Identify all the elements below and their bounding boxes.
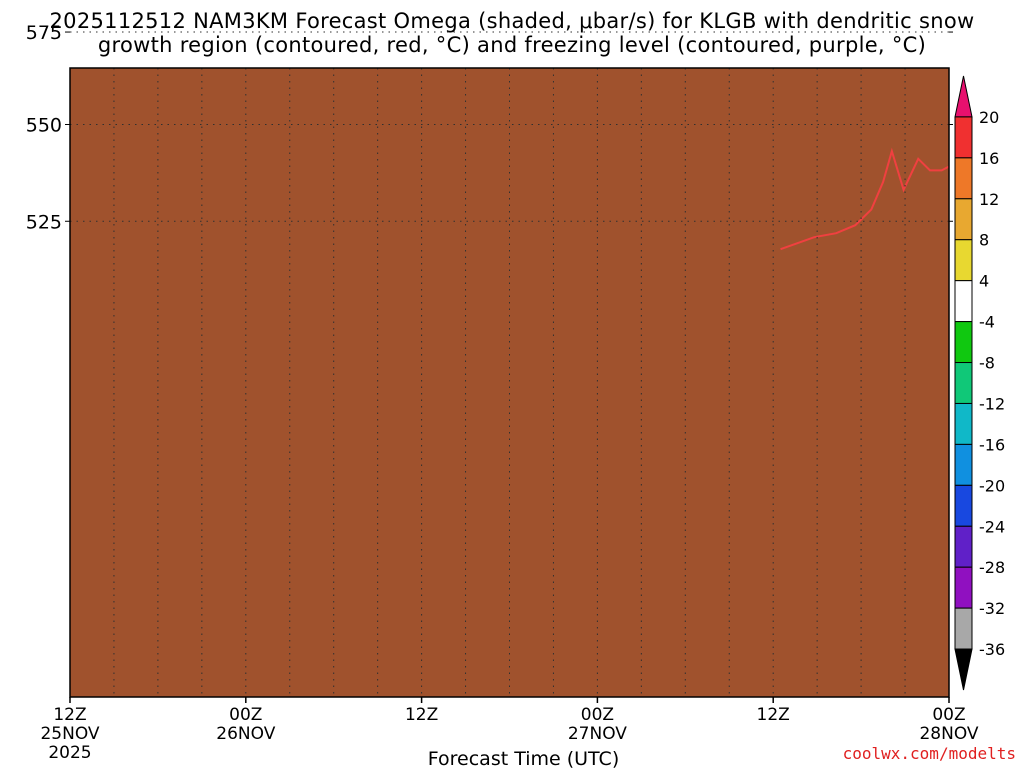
x-tick-label-3-0: 00Z: [581, 705, 614, 725]
x-tick-label-1-0: 00Z: [229, 705, 262, 725]
omega-region-2: [168, 0, 190, 32]
colorbar-label-1: 16: [979, 149, 999, 168]
chart-title-line1: 2025112512 NAM3KM Forecast Omega (shaded…: [49, 9, 975, 33]
colorbar-label-4: 4: [979, 272, 989, 291]
colorbar-label-7: -12: [979, 394, 1005, 413]
colorbar-label-9: -20: [979, 476, 1005, 495]
colorbar-seg-6: [954, 321, 973, 364]
colorbar-label-13: -36: [979, 640, 1005, 659]
chart-title-line2: growth region (contoured, red, °C) and f…: [97, 33, 927, 57]
x-axis-label: Forecast Time (UTC): [428, 748, 619, 768]
colorbar-seg-3: [954, 198, 973, 241]
credit-text: coolwx.com/modelts: [842, 744, 1016, 763]
x-tick-label-0-0: 12Z: [53, 705, 86, 725]
colorbar-seg-9: [954, 443, 973, 486]
omega-region-10: [921, 0, 925, 50]
colorbar-seg-2: [954, 157, 973, 200]
colorbar-label-11: -28: [979, 558, 1005, 577]
x-tick-label-2-0: 12Z: [405, 705, 438, 725]
colorbar-seg-12: [954, 566, 973, 609]
colorbar-seg-14: [954, 648, 973, 691]
x-tick-label-1-1: 26NOV: [216, 724, 275, 744]
y-tick-label-575: 575: [26, 22, 62, 44]
dendritic-contour-line: [780, 147, 949, 251]
y-tick-label-550: 550: [26, 115, 62, 137]
colorbar-seg-10: [954, 484, 973, 527]
colorbar-label-5: -4: [979, 313, 995, 332]
colorbar-seg-5: [954, 280, 973, 323]
x-tick-label-5-0: 00Z: [932, 705, 965, 725]
colorbar-seg-11: [954, 525, 973, 568]
x-tick-label-3-1: 27NOV: [568, 724, 627, 744]
x-tick-label-0-2: 2025: [48, 743, 91, 763]
colorbar-label-3: 8: [979, 231, 989, 250]
colorbar-label-6: -8: [979, 354, 995, 373]
colorbar-seg-13: [954, 607, 973, 650]
colorbar-label-12: -32: [979, 599, 1005, 618]
colorbar-seg-0: [954, 75, 973, 118]
x-tick-label-4-0: 12Z: [757, 705, 790, 725]
colorbar-seg-7: [954, 362, 973, 404]
colorbar-label-2: 12: [979, 190, 999, 209]
colorbar-seg-1: [954, 116, 973, 159]
plot-frame: [69, 67, 950, 698]
x-tick-label-5-1: 28NOV: [919, 724, 978, 744]
colorbar-label-10: -24: [979, 517, 1005, 536]
colorbar-label-0: 20: [979, 108, 999, 127]
colorbar-label-8: -16: [979, 435, 1005, 454]
colorbar-seg-8: [954, 402, 973, 445]
colorbar-seg-4: [954, 239, 973, 282]
x-tick-label-0-1: 25NOV: [40, 724, 99, 744]
y-tick-label-525: 525: [26, 211, 62, 233]
